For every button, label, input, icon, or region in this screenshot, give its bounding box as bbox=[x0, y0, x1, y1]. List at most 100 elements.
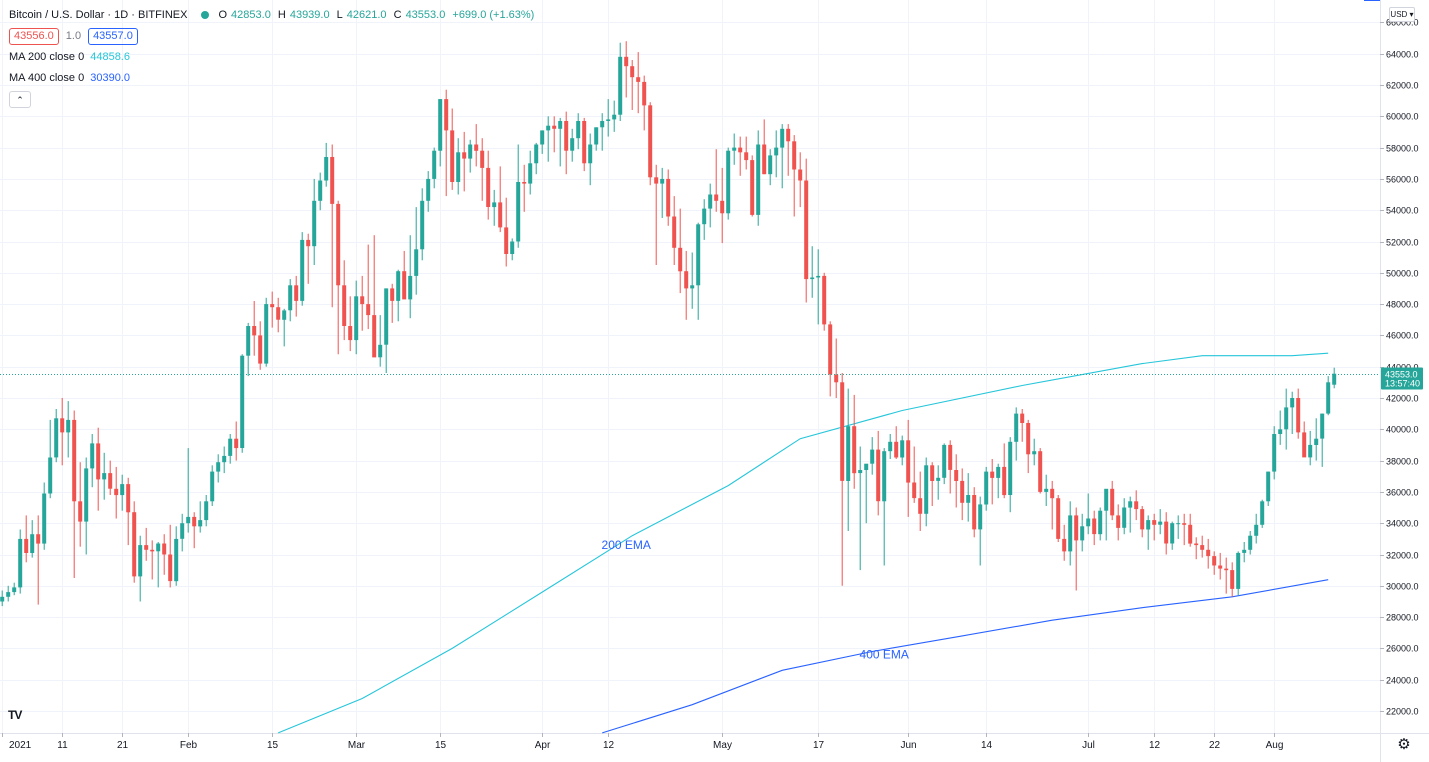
candle bbox=[612, 100, 617, 132]
candle bbox=[702, 199, 707, 240]
candle bbox=[342, 260, 347, 341]
price-tick-label: 24000.0 bbox=[1386, 676, 1419, 686]
candle bbox=[948, 440, 953, 494]
candle-body bbox=[648, 105, 653, 178]
candle-body bbox=[810, 277, 815, 280]
candle bbox=[480, 138, 485, 201]
time-tick-label: 15 bbox=[267, 740, 279, 751]
high-label: H bbox=[277, 9, 286, 21]
price-tick-label: 46000.0 bbox=[1386, 331, 1419, 341]
candle bbox=[1128, 496, 1133, 533]
candle bbox=[1020, 409, 1025, 442]
candle-body bbox=[1008, 441, 1013, 495]
candle-body bbox=[150, 549, 155, 552]
candle bbox=[1134, 490, 1139, 521]
candle-body bbox=[888, 441, 893, 452]
time-tick-label: 22 bbox=[1209, 740, 1221, 751]
price-axis[interactable]: 22000.0 24000.0 26000.0 28000.0 30000.0 32000… bbox=[1380, 18, 1419, 717]
candle bbox=[582, 117, 587, 172]
candle-body bbox=[1170, 523, 1175, 544]
candle-body bbox=[960, 480, 965, 503]
change-value: +699.0 (+1.63%) bbox=[452, 9, 535, 21]
last-price-badge: 43553.013:57:40 bbox=[1381, 367, 1423, 390]
candle bbox=[36, 515, 41, 605]
candle-body bbox=[1296, 398, 1301, 433]
time-tick-label: Jun bbox=[900, 740, 916, 751]
candle bbox=[1008, 437, 1013, 513]
time-axis[interactable]: 2021 11 21 Feb 15 Mar 15 Apr 12 May 17 Jun 14 Jul 12 22… bbox=[2, 733, 1284, 751]
candle-body bbox=[1230, 570, 1235, 589]
price-tick-label: 52000.0 bbox=[1386, 238, 1419, 248]
time-tick-label: Mar bbox=[348, 740, 366, 751]
candle-body bbox=[762, 144, 767, 175]
price-tick-label: 28000.0 bbox=[1386, 613, 1419, 623]
candle-body bbox=[1098, 510, 1103, 535]
candle-body bbox=[912, 482, 917, 499]
candle-body bbox=[816, 275, 821, 278]
sell-price-button[interactable]: 43556.0 bbox=[9, 27, 59, 45]
candle-body bbox=[978, 504, 983, 530]
candle bbox=[852, 394, 857, 489]
candle bbox=[396, 269, 401, 322]
candle bbox=[1314, 418, 1319, 461]
candle-body bbox=[396, 271, 401, 301]
candle bbox=[1260, 499, 1265, 528]
candle-body bbox=[414, 249, 419, 276]
price-tick-label: 22000.0 bbox=[1386, 707, 1419, 717]
collapse-legend-button[interactable]: ⌃ bbox=[9, 91, 31, 108]
candle-body bbox=[738, 147, 743, 153]
candle-body bbox=[474, 144, 479, 151]
candle bbox=[1320, 413, 1325, 467]
candle bbox=[1218, 552, 1223, 580]
candle bbox=[1200, 535, 1205, 558]
price-tick-label: 40000.0 bbox=[1386, 425, 1419, 435]
candle-body bbox=[1062, 538, 1067, 552]
ma200-row[interactable]: MA 200 close 0 44858.6 bbox=[9, 50, 534, 64]
candle-body bbox=[1224, 568, 1229, 571]
candle bbox=[144, 527, 149, 561]
symbol-title[interactable]: Bitcoin / U.S. Dollar · 1D · BITFINEX bbox=[9, 9, 188, 21]
buy-price-button[interactable]: 43557.0 bbox=[88, 27, 138, 45]
candle-body bbox=[450, 130, 455, 182]
candle bbox=[96, 427, 101, 511]
candle-body bbox=[156, 543, 161, 552]
candle-body bbox=[264, 304, 269, 364]
candle bbox=[1062, 524, 1067, 561]
candle-body bbox=[984, 471, 989, 505]
open-value: 42853.0 bbox=[231, 9, 271, 21]
candle-body bbox=[1038, 451, 1043, 492]
ma400-row[interactable]: MA 400 close 0 30390.0 bbox=[9, 71, 534, 85]
candle-body bbox=[618, 56, 623, 115]
candle-body bbox=[6, 592, 11, 597]
candle bbox=[678, 208, 683, 294]
candle-body bbox=[504, 227, 509, 254]
candle-body bbox=[1206, 549, 1211, 557]
candle-body bbox=[24, 538, 29, 553]
candle bbox=[690, 252, 695, 309]
candle bbox=[1170, 521, 1175, 550]
candle bbox=[648, 102, 653, 186]
candle bbox=[564, 111, 569, 175]
tradingview-logo-icon[interactable]: TV bbox=[8, 708, 22, 722]
settings-gear-icon[interactable]: ⚙ bbox=[1397, 736, 1411, 753]
candle-body bbox=[330, 157, 335, 204]
candle-body bbox=[192, 516, 197, 527]
candle bbox=[300, 232, 305, 306]
candle-body bbox=[18, 538, 23, 588]
candle-body bbox=[624, 56, 629, 67]
candle-body bbox=[426, 178, 431, 201]
candle-body bbox=[516, 182, 521, 242]
candle-body bbox=[1158, 521, 1163, 525]
candle bbox=[1116, 504, 1121, 541]
candle bbox=[1242, 542, 1247, 563]
candle bbox=[930, 462, 935, 506]
candle bbox=[312, 178, 317, 265]
candle bbox=[450, 108, 455, 190]
currency-select-button[interactable]: USD ▾ bbox=[1389, 7, 1415, 22]
candle bbox=[492, 189, 497, 226]
candles[interactable] bbox=[0, 41, 1337, 607]
candle bbox=[798, 152, 803, 208]
candle bbox=[984, 466, 989, 511]
candle bbox=[864, 463, 869, 524]
